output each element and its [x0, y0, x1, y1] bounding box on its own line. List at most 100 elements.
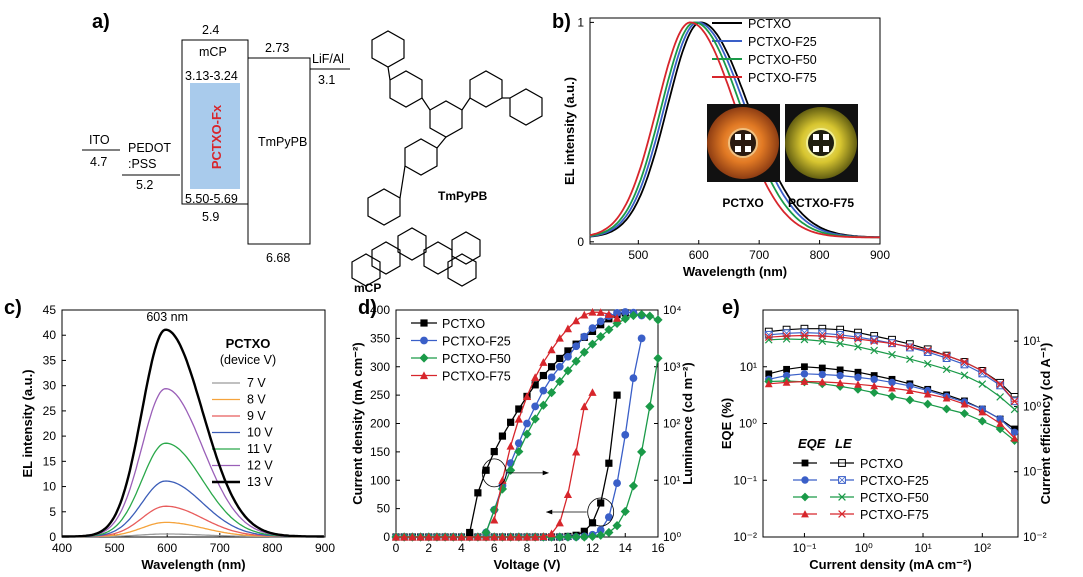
- eqe-point-pctxo: [818, 364, 826, 372]
- eqe-point-pctxo-f50: [942, 404, 952, 414]
- series-line-c-11-v: [62, 442, 324, 538]
- current-density-point-pctxo-f75: [588, 388, 597, 396]
- mcp-homo-value: 5.9: [202, 210, 219, 224]
- luminance-point-pctxo-f75: [563, 324, 573, 333]
- current-density-line-pctxo-f50: [396, 358, 659, 538]
- y2-tick-label-e: 10⁰: [1023, 399, 1041, 413]
- luminance-point-pctxo-f25: [555, 362, 564, 371]
- eqe-point-pctxo: [801, 363, 808, 371]
- emitter-box: [190, 83, 240, 189]
- legend-marker-d-pctxo-f50: [419, 353, 429, 363]
- x-tick-label-e: 10¹: [914, 541, 931, 555]
- series-line-c-12-v: [62, 388, 324, 538]
- luminance-point-pctxo-f25: [588, 324, 597, 332]
- current-density-point-pctxo-f75: [465, 532, 474, 541]
- eqe-point-pctxo-f25: [1010, 428, 1019, 436]
- eqe-point-pctxo-f75: [764, 379, 773, 388]
- le-point-pctxo-f25-cross-2: [996, 381, 1004, 390]
- current-density-point-pctxo-f25: [596, 526, 605, 535]
- y2-tick-label-e: 10⁻²: [1023, 530, 1047, 544]
- current-density-point-pctxo-f75: [400, 532, 409, 541]
- photo-pctxo-f75: [785, 104, 858, 182]
- eqe-point-pctxo-f75: [800, 377, 809, 385]
- le-point-pctxo-f75: [888, 339, 896, 348]
- ito-label: ITO: [89, 133, 110, 147]
- current-density-point-pctxo-f50: [612, 521, 622, 531]
- x-tick-label-d: 6: [491, 541, 498, 555]
- x-tick-label-b: 500: [628, 248, 648, 262]
- x-tick-label-c: 500: [105, 541, 125, 555]
- legend-label-c-11-v: 11 V: [247, 442, 272, 456]
- current-density-point-pctxo-f75: [391, 532, 401, 541]
- y-tick-label-b: 0: [577, 235, 584, 249]
- current-density-point-pctxo: [597, 499, 605, 507]
- pedot-label-2: :PSS: [128, 157, 157, 171]
- luminance-point-pctxo-f50: [571, 356, 581, 366]
- legend-label-b-pctxo-f50: PCTXO-F50: [748, 53, 817, 67]
- lif-value: 3.1: [318, 73, 335, 87]
- luminance-point-pctxo-f50: [628, 310, 639, 321]
- current-density-point-pctxo-f75: [490, 532, 499, 541]
- y-tick-label-d: 50: [377, 502, 391, 516]
- eqe-point-pctxo: [854, 368, 862, 376]
- current-density-point-pctxo-f50: [571, 532, 581, 542]
- current-density-point-pctxo-f75: [547, 529, 556, 538]
- y2-tick-label-d: 10⁴: [663, 303, 682, 317]
- pedot-value: 5.2: [136, 178, 153, 192]
- le-point-pctxo-f75: [906, 342, 914, 351]
- legend-label-c-8-v: 8 V: [247, 393, 266, 407]
- luminance-point-pctxo-f50: [645, 311, 655, 321]
- y-tick-label-d: 200: [370, 417, 390, 431]
- luminance-point-pctxo: [466, 528, 474, 537]
- luminance-point-pctxo-f75: [514, 414, 523, 423]
- eqe-point-pctxo-f50: [960, 409, 969, 418]
- legend-marker-d-pctxo-f25: [420, 336, 428, 345]
- le-point-pctxo-f50: [960, 371, 969, 380]
- x-tick-label-d: 14: [619, 541, 633, 555]
- luminance-point-pctxo: [490, 447, 498, 456]
- y-tick-label-b: 1: [577, 15, 584, 29]
- legend-label-c-9-v: 9 V: [247, 409, 266, 423]
- luminance-point-pctxo-f25: [539, 386, 548, 395]
- y-tick-label-d: 300: [370, 360, 390, 374]
- current-density-point-pctxo: [580, 527, 588, 535]
- x-tick-label-c: 600: [157, 541, 177, 555]
- x-tick-label-b: 900: [870, 248, 890, 262]
- luminance-point-pctxo: [482, 466, 490, 474]
- x-axis-label-e: Current density (mA cm⁻²): [809, 557, 971, 572]
- y2-tick-label-e: 10⁻¹: [1023, 465, 1047, 479]
- legend-marker-d-pctxo-f75: [419, 371, 429, 380]
- luminance-point-pctxo-f75: [547, 345, 556, 354]
- y2-tick-label-d: 10⁰: [663, 530, 681, 544]
- y-tick-label-e: 10⁻¹: [733, 473, 757, 487]
- luminance-point-pctxo: [547, 363, 556, 371]
- current-density-point-pctxo-f50: [587, 531, 598, 542]
- eqe-point-pctxo-f25: [906, 382, 914, 390]
- eqe-point-pctxo-f75: [836, 378, 845, 387]
- luminance-point-pctxo-f75: [555, 333, 564, 342]
- x-tick-label-d: 16: [651, 541, 665, 555]
- annot-ellipse-luminance: [481, 458, 507, 488]
- plot-b: 500 600 700 800 900 0 1 Wavelength (nm) EL inten…: [562, 15, 890, 279]
- x-tick-label-c: 800: [262, 541, 282, 555]
- eqe-point-pctxo: [765, 370, 773, 378]
- series-line-b-pctxo-f25: [589, 21, 880, 239]
- eqe-point-pctxo-f75: [923, 390, 932, 398]
- x-tick-label-d: 10: [553, 541, 567, 555]
- le-point-pctxo-f50: [906, 355, 914, 363]
- current-density-point-pctxo-f75: [514, 532, 523, 541]
- legend-label-b-pctxo-f75: PCTXO-F75: [748, 71, 817, 85]
- current-density-point-pctxo-f50: [637, 447, 647, 457]
- panel-label-e: e): [722, 297, 740, 319]
- y-axis-label-b: EL intensity (a.u.): [562, 77, 577, 185]
- current-density-point-pctxo-f75: [432, 532, 442, 541]
- x-tick-label-b: 600: [689, 248, 709, 262]
- legend-header-eqe: EQE: [798, 436, 826, 451]
- current-density-point-pctxo-f25: [637, 334, 646, 343]
- y-tick-label-c: 30: [43, 379, 57, 393]
- legend-label-d-pctxo: PCTXO: [442, 317, 485, 331]
- le-point-pctxo-f75: [960, 358, 969, 366]
- eqe-point-pctxo-f75: [818, 378, 827, 386]
- le-point-pctxo-f75: [978, 367, 987, 375]
- legend-label-e-pctxo-f25: PCTXO-F25: [860, 474, 929, 488]
